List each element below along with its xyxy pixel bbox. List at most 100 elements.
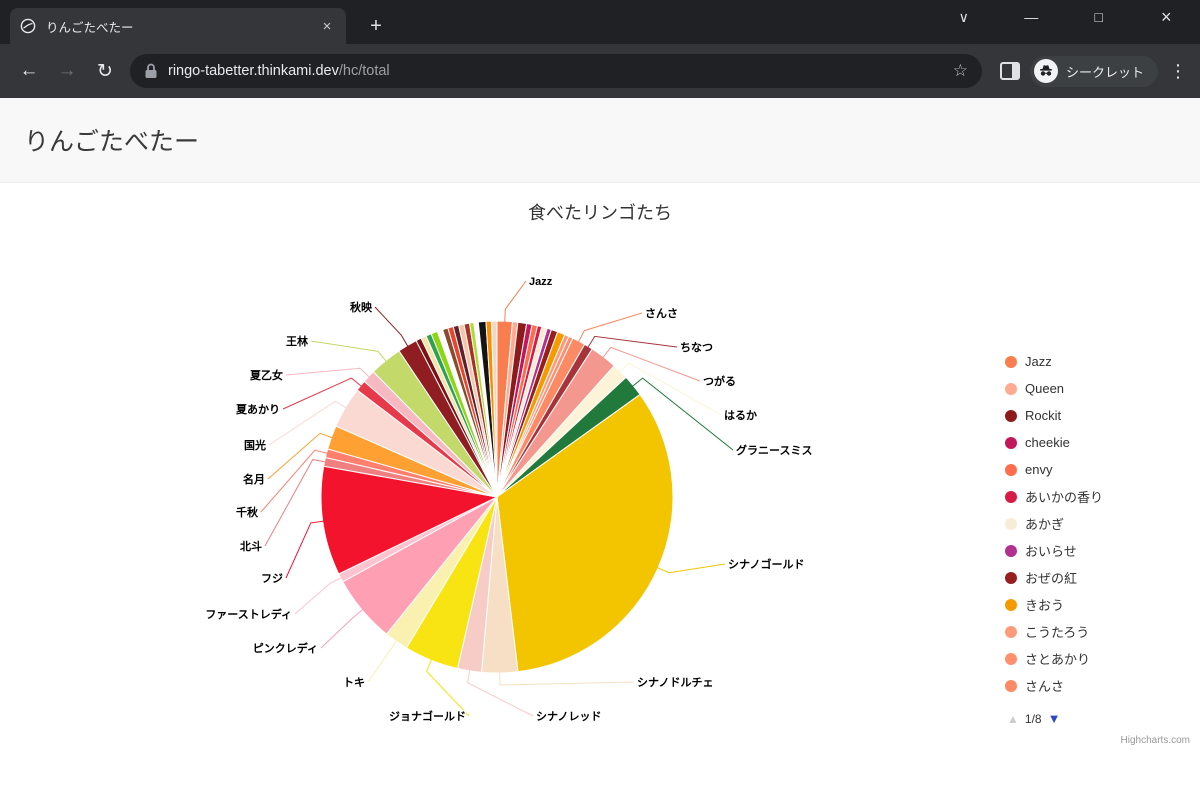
pie-data-label: グラニースミス: [736, 443, 812, 457]
label-connector: [656, 563, 726, 574]
pie-data-label: つがる: [703, 374, 736, 388]
forward-button[interactable]: →: [57, 60, 77, 81]
legend-marker-icon: [1005, 652, 1017, 665]
legend-item-label: おいらせ: [1025, 544, 1077, 559]
pie-data-label: シナノゴールド: [728, 557, 804, 571]
legend-page-indicator: 1/8: [1024, 711, 1042, 726]
address-bar[interactable]: ringo-tabetter.thinkami.dev/hc/total ☆: [130, 54, 982, 88]
incognito-badge[interactable]: シークレット: [1029, 55, 1158, 87]
legend-prev-icon[interactable]: ▲: [1007, 711, 1019, 726]
label-connector: [310, 340, 388, 363]
legend-item-label: こうたろう: [1025, 625, 1090, 640]
label-connector: [267, 432, 334, 480]
pie-data-label: ファーストレディ: [205, 607, 292, 621]
legend-item-label: Rockit: [1025, 408, 1062, 423]
legend-marker-icon: [1005, 409, 1017, 422]
legend-item[interactable]: Rockit: [1005, 402, 1103, 429]
legend-item[interactable]: あかぎ: [1005, 510, 1103, 537]
legend-item-label: cheekie: [1025, 435, 1070, 450]
minimize-button[interactable]: —: [1024, 9, 1039, 25]
legend-item[interactable]: Queen: [1005, 375, 1103, 402]
legend-marker-icon: [1005, 679, 1017, 692]
pie-data-label: シナノドルチェ: [637, 676, 713, 689]
label-connector: [260, 449, 329, 513]
site-title[interactable]: りんごたべたー: [24, 128, 200, 156]
legend-item[interactable]: Jazz: [1005, 348, 1103, 375]
legend-item[interactable]: おぜの紅: [1005, 564, 1103, 591]
pie-data-label: 王林: [286, 334, 308, 348]
highcharts-container: 食べたリンゴたち Jazz さんさ ちなつ つがる はるか グラニースミス シナノゴールドシ…: [0, 183, 1200, 771]
legend-item[interactable]: さんさ: [1005, 672, 1103, 699]
pie-data-label: 秋映: [350, 300, 373, 314]
tab-title: りんごたべたー: [46, 20, 134, 35]
back-button[interactable]: ←: [19, 60, 39, 81]
label-connector: [618, 362, 722, 416]
pie-data-label: ピンクレディ: [253, 641, 318, 655]
highcharts-credits[interactable]: Highcharts.com: [1120, 735, 1190, 746]
incognito-label: シークレット: [1065, 64, 1144, 80]
legend-marker-icon: [1005, 598, 1017, 611]
legend-item-label: Queen: [1025, 381, 1065, 396]
window-close-button[interactable]: ×: [1160, 6, 1172, 27]
legend-item[interactable]: おいらせ: [1005, 537, 1103, 564]
legend-item[interactable]: あいかの香り: [1005, 483, 1103, 510]
legend-marker-icon: [1005, 490, 1017, 503]
legend-marker-icon: [1005, 355, 1017, 368]
label-connector: [499, 670, 635, 686]
window-controls: ∨ — □ ×: [930, 0, 1200, 34]
url-host: ringo-tabetter.thinkami.dev: [168, 63, 339, 79]
legend-item[interactable]: envy: [1005, 456, 1103, 483]
legend-marker-icon: [1005, 436, 1017, 449]
pie-data-label: フジ: [261, 572, 283, 585]
legend-item-label: Jazz: [1025, 354, 1052, 369]
tab-close-icon[interactable]: ×: [322, 17, 332, 35]
maximize-button[interactable]: □: [1094, 9, 1103, 25]
menu-icon[interactable]: ⋮: [1169, 60, 1187, 81]
legend-item[interactable]: さとあかり: [1005, 645, 1103, 672]
label-connector: [285, 520, 325, 579]
legend-marker-icon: [1005, 571, 1017, 584]
new-tab-button[interactable]: +: [370, 14, 382, 37]
label-connector: [320, 608, 364, 649]
legend-item-label: あかぎ: [1025, 517, 1065, 532]
lock-icon[interactable]: [144, 63, 158, 79]
pie-chart: Jazz さんさちなつつがるはるかグラニースミスシナノゴールドシナノドルチェシナノ…: [204, 275, 814, 725]
legend-next-icon[interactable]: ▼: [1047, 711, 1061, 726]
pie-data-label: ジョナゴールド: [389, 709, 466, 723]
label-connector: [631, 377, 734, 451]
label-connector: [282, 377, 363, 410]
legend-marker-icon: [1005, 625, 1017, 638]
label-connector: [426, 658, 470, 717]
legend-item[interactable]: cheekie: [1005, 429, 1103, 456]
label-connector: [367, 639, 398, 683]
incognito-icon: [1033, 59, 1058, 83]
legend-item[interactable]: きおう: [1005, 591, 1103, 618]
label-connector: [374, 306, 409, 348]
pie-data-label: さんさ: [645, 307, 678, 320]
legend-pagination: ▲ 1/8 ▼: [1005, 711, 1103, 726]
pie-data-label: ちなつ: [680, 341, 713, 354]
pie-data-label: 北斗: [240, 539, 262, 553]
pie-slice[interactable]: [490, 320, 498, 498]
label-connector: [294, 576, 343, 615]
legend-marker-icon: [1005, 463, 1017, 476]
label-connector: [264, 458, 327, 547]
legend-marker-icon: [1005, 382, 1017, 395]
reload-button[interactable]: ↻: [97, 60, 113, 82]
bookmark-star-icon[interactable]: ☆: [952, 61, 968, 80]
chart-title: 食べたリンゴたち: [528, 203, 672, 223]
chart-legend: Jazz Queen Rockit cheekie envy あいかの香りあかぎおいらせお…: [1005, 348, 1103, 726]
legend-item-label: きおう: [1025, 598, 1065, 613]
pie-data-label: シナノレッド: [536, 710, 601, 723]
favicon-icon: [20, 18, 36, 34]
tab-search-chevron-icon[interactable]: ∨: [958, 8, 969, 25]
legend-item[interactable]: こうたろう: [1005, 618, 1103, 645]
label-connector: [504, 280, 527, 324]
url-path: /hc/total: [338, 63, 390, 79]
pie-data-label: 千秋: [236, 505, 259, 519]
browser-tab[interactable]: りんごたべたー ×: [10, 8, 346, 44]
pie-data-label: 名月: [243, 472, 265, 486]
pie-data-label: Jazz: [529, 276, 553, 288]
label-connector: [586, 335, 678, 349]
side-panel-icon[interactable]: [999, 62, 1020, 80]
